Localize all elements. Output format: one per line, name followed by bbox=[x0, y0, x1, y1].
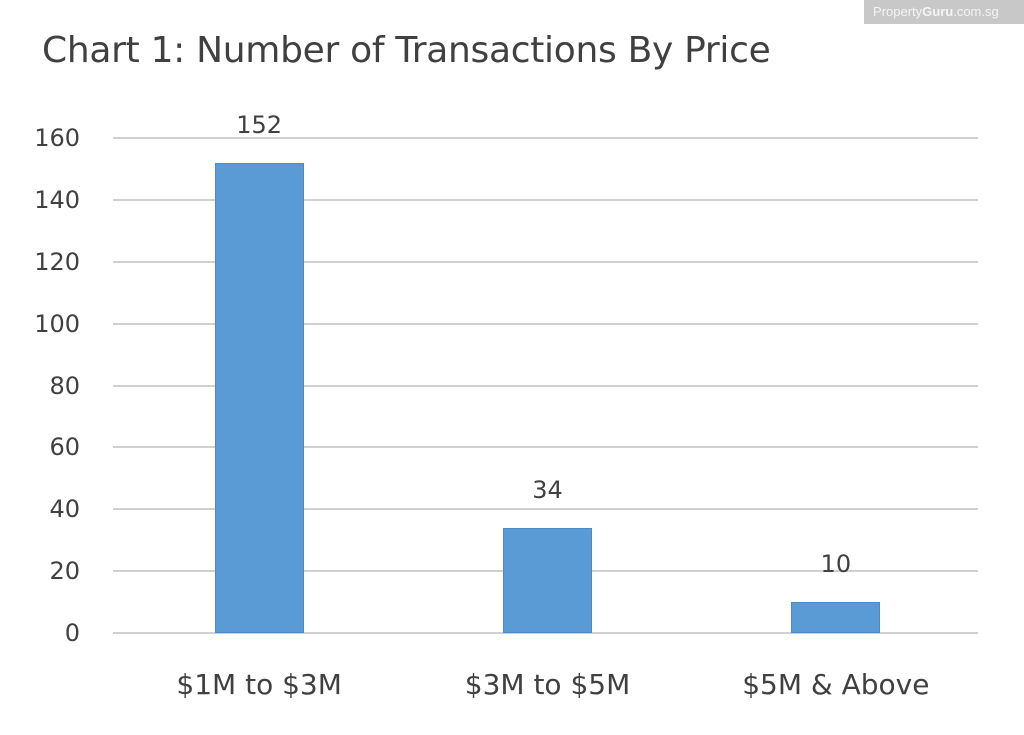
gridline bbox=[113, 632, 978, 634]
y-tick-label: 60 bbox=[49, 433, 80, 462]
bar bbox=[791, 602, 881, 633]
bar bbox=[503, 527, 592, 633]
watermark-brand-light: Property bbox=[873, 4, 923, 19]
y-tick-label: 0 bbox=[64, 619, 80, 647]
gridline bbox=[113, 446, 978, 449]
watermark-suffix: .com.sg bbox=[953, 4, 999, 19]
y-tick-label: 40 bbox=[49, 495, 80, 524]
chart-title: Chart 1: Number of Transactions By Price bbox=[42, 30, 771, 71]
gridline bbox=[113, 137, 978, 139]
plot-area: 152 34 10 bbox=[113, 111, 978, 634]
x-tick-label: $3M to $5M bbox=[464, 668, 631, 701]
x-tick-label: $5M & Above bbox=[742, 668, 930, 701]
watermark-brand-bold: Guru bbox=[922, 4, 954, 19]
gridline bbox=[113, 322, 978, 325]
data-label: 34 bbox=[532, 475, 563, 504]
gridline bbox=[113, 198, 978, 201]
gridline bbox=[113, 260, 978, 263]
x-tick-label: $1M to $3M bbox=[176, 668, 342, 701]
y-tick-label: 120 bbox=[34, 247, 80, 276]
y-tick-label: 100 bbox=[34, 309, 80, 338]
y-tick-label: 140 bbox=[34, 185, 80, 214]
propertyguru-watermark: PropertyGuru.com.sg bbox=[864, 0, 1024, 24]
gridline bbox=[113, 384, 978, 387]
y-tick-label: 80 bbox=[49, 371, 80, 400]
gridline bbox=[113, 508, 978, 511]
y-tick-label: 20 bbox=[49, 557, 80, 586]
data-label: 152 bbox=[236, 110, 283, 139]
y-tick-label: 160 bbox=[34, 124, 80, 152]
bar bbox=[214, 162, 304, 633]
data-label: 10 bbox=[820, 550, 852, 579]
